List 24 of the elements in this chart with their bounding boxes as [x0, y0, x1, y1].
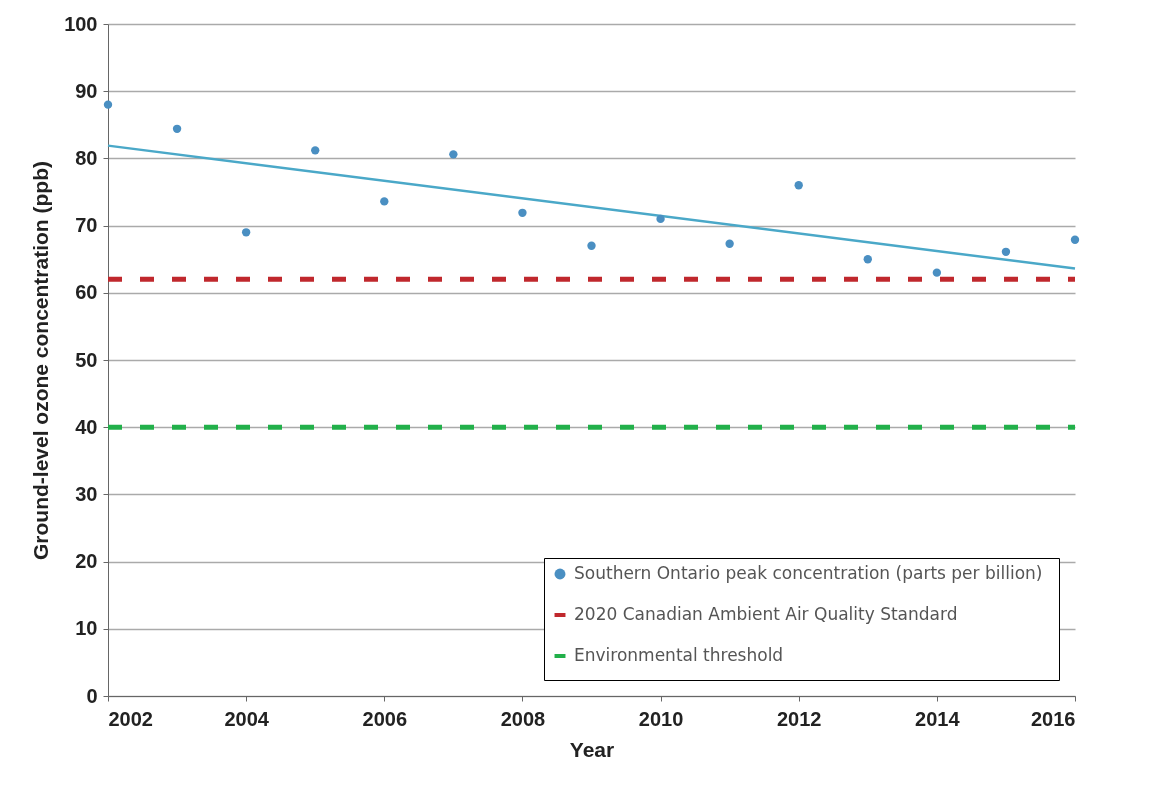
- y-tick-label: 20: [75, 550, 98, 573]
- x-tick-label: 2016: [1031, 707, 1076, 730]
- legend-label: Southern Ontario peak concentration (parts per billion): [574, 563, 1043, 583]
- x-tick-label: 2010: [638, 707, 684, 730]
- x-tick-label: 2012: [776, 707, 822, 730]
- y-tick-label: 50: [75, 348, 98, 371]
- y-tick-label: 90: [75, 79, 98, 102]
- legend-label: 2020 Canadian Ambient Air Quality Standard: [574, 604, 958, 624]
- x-tick-label: 2008: [500, 707, 546, 730]
- y-tick-label: 30: [75, 482, 98, 505]
- x-axis-title: Year: [569, 737, 615, 761]
- y-tick-label: 100: [64, 12, 98, 35]
- y-tick-label: 70: [75, 214, 98, 237]
- x-tick-label: 2004: [224, 707, 270, 730]
- y-tick-label: 0: [86, 684, 98, 707]
- legend-label: Environmental threshold: [574, 645, 784, 665]
- y-tick-label: 40: [75, 415, 98, 438]
- x-tick-label: 2006: [362, 707, 408, 730]
- x-tick-label: 2014: [915, 707, 961, 730]
- y-tick-label: 10: [75, 617, 98, 640]
- x-tick-label: 2002: [108, 707, 153, 730]
- y-tick-label: 60: [75, 281, 98, 304]
- y-axis-title: Ground-level ozone concentration (ppb): [29, 161, 53, 560]
- y-tick-label: 80: [75, 146, 98, 169]
